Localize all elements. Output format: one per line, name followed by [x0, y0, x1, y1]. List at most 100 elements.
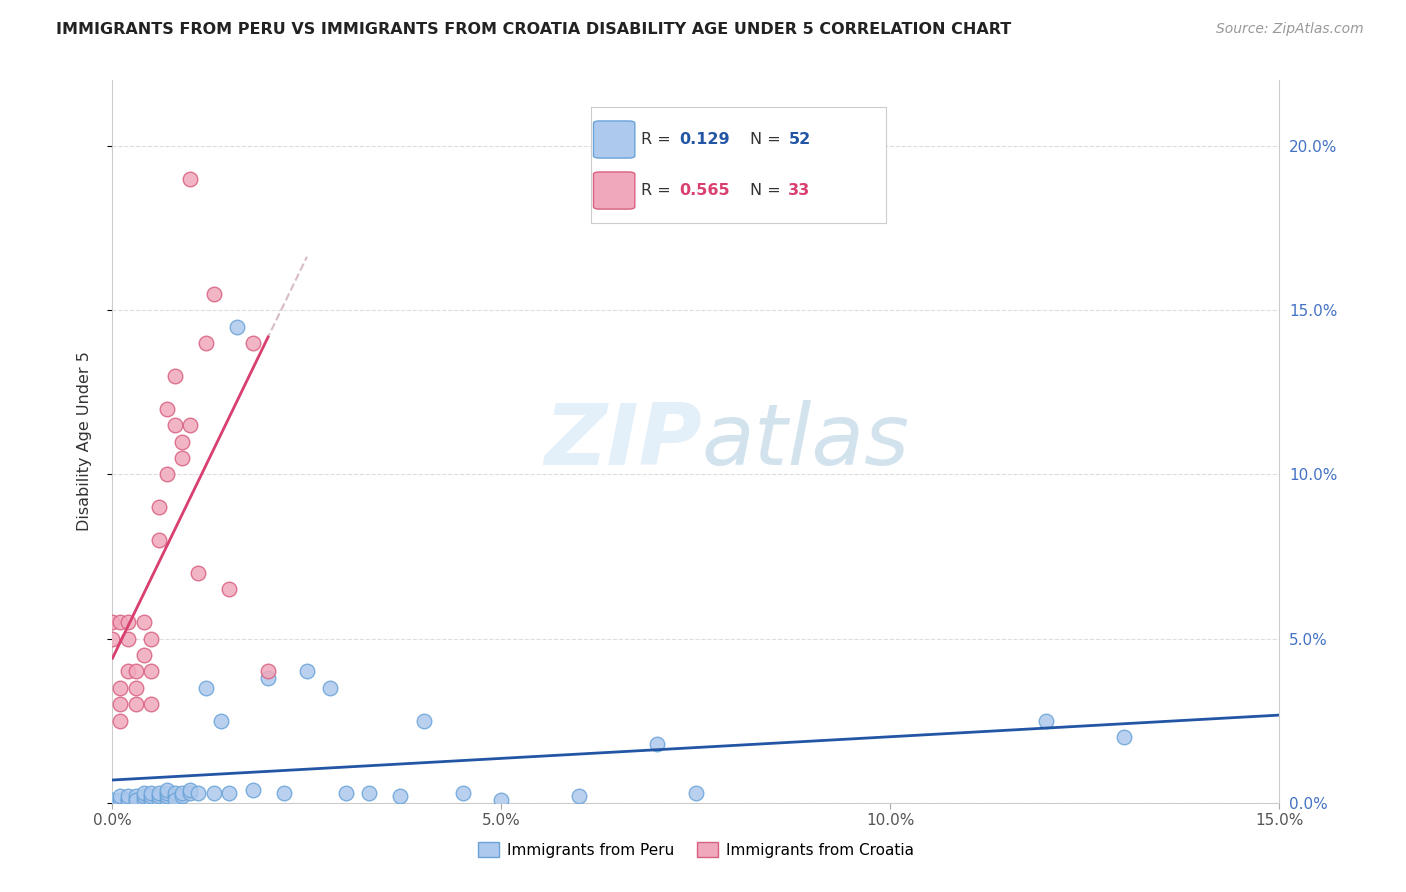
Point [125, 789, 148, 804]
Point [141, 792, 163, 806]
Point [194, 681, 217, 695]
Text: R =: R = [641, 132, 676, 147]
Point [226, 319, 249, 334]
Point [117, 789, 139, 804]
Point [156, 789, 179, 804]
Point [218, 582, 240, 597]
Point [110, 698, 132, 712]
Point [141, 792, 163, 806]
Point [125, 698, 148, 712]
Point [132, 792, 155, 806]
Point [156, 782, 179, 797]
Point [117, 632, 139, 646]
Point [194, 336, 217, 351]
Point [257, 665, 280, 679]
Point [141, 632, 163, 646]
Text: 33: 33 [789, 183, 811, 198]
Point [117, 792, 139, 806]
Point [132, 615, 155, 630]
FancyBboxPatch shape [593, 121, 636, 158]
Point [179, 782, 201, 797]
Point [187, 566, 209, 580]
Point [132, 648, 155, 662]
Point [125, 681, 148, 695]
Point [202, 286, 225, 301]
Point [179, 418, 201, 433]
Text: N =: N = [749, 183, 786, 198]
Point [568, 789, 591, 804]
Text: IMMIGRANTS FROM PERU VS IMMIGRANTS FROM CROATIA DISABILITY AGE UNDER 5 CORRELATI: IMMIGRANTS FROM PERU VS IMMIGRANTS FROM … [56, 22, 1011, 37]
Point [156, 467, 179, 482]
Point [156, 786, 179, 800]
Point [179, 171, 201, 186]
Point [148, 792, 170, 806]
Point [218, 786, 240, 800]
Point [148, 533, 170, 547]
Point [242, 782, 264, 797]
Point [141, 698, 163, 712]
Point [242, 336, 264, 351]
Point [295, 665, 318, 679]
Point [645, 737, 668, 751]
Legend: Immigrants from Peru, Immigrants from Croatia: Immigrants from Peru, Immigrants from Cr… [472, 836, 920, 863]
Point [451, 786, 474, 800]
Point [125, 792, 148, 806]
Point [491, 792, 513, 806]
Text: N =: N = [749, 132, 786, 147]
Point [1112, 730, 1135, 744]
Point [110, 792, 132, 806]
Point [110, 714, 132, 728]
Point [273, 786, 295, 800]
Point [179, 786, 201, 800]
Point [110, 615, 132, 630]
Point [156, 401, 179, 416]
Point [163, 792, 186, 806]
Point [132, 789, 155, 804]
Point [156, 792, 179, 806]
Point [163, 418, 186, 433]
Text: 52: 52 [789, 132, 811, 147]
Point [172, 450, 194, 465]
Point [125, 665, 148, 679]
Point [101, 792, 124, 806]
Point [101, 615, 124, 630]
Point [125, 792, 148, 806]
Point [163, 786, 186, 800]
Y-axis label: Disability Age Under 5: Disability Age Under 5 [77, 351, 91, 532]
Point [141, 789, 163, 804]
Point [110, 789, 132, 804]
Point [117, 615, 139, 630]
Point [685, 786, 707, 800]
Point [257, 671, 280, 685]
Point [148, 789, 170, 804]
Text: Source: ZipAtlas.com: Source: ZipAtlas.com [1216, 22, 1364, 37]
Text: 0.129: 0.129 [679, 132, 730, 147]
Point [187, 786, 209, 800]
Point [172, 789, 194, 804]
Point [163, 368, 186, 383]
Point [163, 789, 186, 804]
Point [209, 714, 232, 728]
Point [319, 681, 342, 695]
Point [117, 665, 139, 679]
Point [335, 786, 357, 800]
Point [172, 786, 194, 800]
Point [202, 786, 225, 800]
Text: ZIP: ZIP [544, 400, 702, 483]
Point [141, 665, 163, 679]
Point [389, 789, 412, 804]
Point [412, 714, 434, 728]
Text: 0.565: 0.565 [679, 183, 730, 198]
FancyBboxPatch shape [593, 172, 636, 209]
Point [1035, 714, 1057, 728]
Point [141, 786, 163, 800]
Point [172, 434, 194, 449]
Point [110, 681, 132, 695]
Text: atlas: atlas [702, 400, 910, 483]
Point [148, 500, 170, 515]
Point [359, 786, 381, 800]
Point [101, 632, 124, 646]
Text: R =: R = [641, 183, 676, 198]
Point [148, 786, 170, 800]
Point [132, 786, 155, 800]
